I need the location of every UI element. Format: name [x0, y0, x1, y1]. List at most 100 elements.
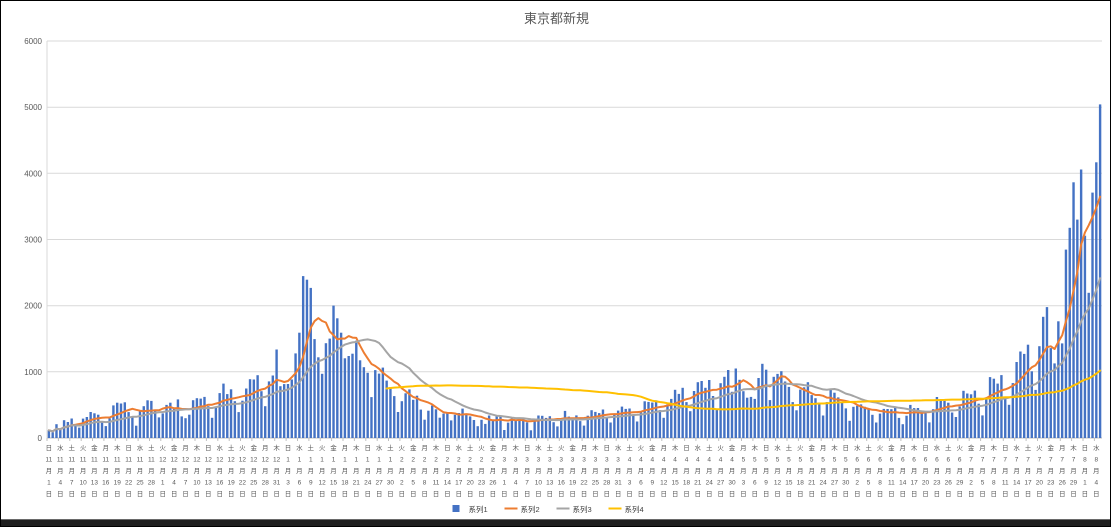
bar[interactable]: [863, 406, 867, 438]
bar[interactable]: [810, 395, 813, 438]
bar[interactable]: [609, 422, 612, 439]
bar[interactable]: [434, 409, 438, 438]
bar[interactable]: [681, 387, 684, 438]
bar[interactable]: [62, 420, 66, 438]
bar[interactable]: [298, 332, 301, 438]
bar[interactable]: [833, 392, 836, 438]
bar[interactable]: [47, 430, 51, 438]
bar[interactable]: [856, 405, 859, 438]
bar[interactable]: [1034, 389, 1037, 438]
bar[interactable]: [514, 419, 517, 439]
bar[interactable]: [920, 412, 923, 438]
bar[interactable]: [1079, 169, 1083, 439]
bar[interactable]: [745, 397, 749, 438]
bar[interactable]: [66, 422, 70, 438]
bar[interactable]: [939, 400, 942, 438]
bar[interactable]: [332, 305, 335, 438]
bar[interactable]: [476, 426, 479, 438]
bar[interactable]: [958, 406, 961, 439]
bar[interactable]: [692, 391, 696, 438]
bar[interactable]: [556, 426, 559, 438]
bar[interactable]: [188, 414, 191, 438]
bar[interactable]: [453, 414, 457, 438]
bar[interactable]: [901, 424, 904, 438]
bar[interactable]: [616, 410, 620, 438]
bar[interactable]: [882, 408, 885, 438]
bar[interactable]: [1004, 397, 1007, 438]
bar[interactable]: [996, 383, 999, 438]
bar[interactable]: [161, 413, 164, 438]
bar[interactable]: [85, 417, 89, 438]
bar[interactable]: [1000, 375, 1003, 438]
bar[interactable]: [419, 409, 422, 438]
bar[interactable]: [654, 400, 658, 438]
bar[interactable]: [339, 332, 343, 438]
bar[interactable]: [878, 413, 882, 438]
bar[interactable]: [1053, 363, 1056, 438]
bar[interactable]: [727, 370, 730, 438]
bar[interactable]: [229, 389, 233, 438]
bar[interactable]: [647, 401, 650, 438]
bar[interactable]: [165, 404, 168, 438]
bar[interactable]: [271, 375, 274, 439]
bar[interactable]: [169, 402, 172, 438]
bar[interactable]: [1083, 235, 1087, 438]
bar[interactable]: [260, 391, 263, 438]
bar[interactable]: [973, 390, 977, 438]
bar[interactable]: [620, 406, 624, 438]
bar[interactable]: [51, 432, 54, 438]
bar[interactable]: [700, 381, 703, 438]
bar[interactable]: [780, 371, 783, 438]
bar[interactable]: [985, 398, 988, 438]
bar[interactable]: [396, 412, 400, 438]
bar[interactable]: [138, 411, 142, 439]
bar[interactable]: [207, 406, 210, 438]
bar[interactable]: [131, 417, 134, 438]
bar[interactable]: [59, 429, 62, 438]
bar[interactable]: [210, 417, 214, 438]
bar[interactable]: [1057, 321, 1060, 438]
bar[interactable]: [662, 417, 665, 438]
bar[interactable]: [226, 394, 229, 438]
bar[interactable]: [897, 417, 901, 438]
bar[interactable]: [601, 409, 605, 439]
bar[interactable]: [89, 412, 92, 438]
bar[interactable]: [275, 349, 278, 439]
bar[interactable]: [412, 399, 415, 438]
bar[interactable]: [233, 401, 237, 438]
bar[interactable]: [506, 422, 510, 438]
bar[interactable]: [100, 421, 104, 438]
bar[interactable]: [859, 404, 863, 438]
bar[interactable]: [1007, 404, 1011, 438]
bar[interactable]: [571, 418, 574, 438]
bar[interactable]: [499, 416, 502, 438]
bar[interactable]: [928, 422, 931, 438]
bar[interactable]: [1091, 192, 1094, 438]
bar[interactable]: [427, 410, 430, 438]
bar[interactable]: [336, 318, 339, 438]
bar[interactable]: [567, 416, 571, 438]
bar[interactable]: [358, 360, 362, 438]
bar[interactable]: [241, 400, 244, 438]
bar[interactable]: [222, 383, 225, 438]
bar[interactable]: [715, 409, 719, 438]
bar[interactable]: [267, 381, 271, 438]
bar[interactable]: [723, 376, 726, 438]
bar[interactable]: [552, 422, 555, 438]
bar[interactable]: [1019, 351, 1022, 439]
bar[interactable]: [867, 409, 870, 438]
bar[interactable]: [142, 406, 145, 438]
bar[interactable]: [969, 394, 973, 438]
bar[interactable]: [468, 416, 472, 438]
bar[interactable]: [97, 414, 100, 438]
bar[interactable]: [74, 425, 77, 439]
bar[interactable]: [423, 419, 426, 438]
bar[interactable]: [172, 408, 176, 438]
legend-item[interactable]: 系列3: [556, 504, 592, 514]
bar[interactable]: [317, 357, 320, 438]
bar[interactable]: [890, 409, 893, 438]
bar[interactable]: [719, 383, 722, 438]
bar[interactable]: [685, 402, 688, 438]
bar[interactable]: [108, 418, 111, 438]
bar[interactable]: [343, 358, 347, 438]
